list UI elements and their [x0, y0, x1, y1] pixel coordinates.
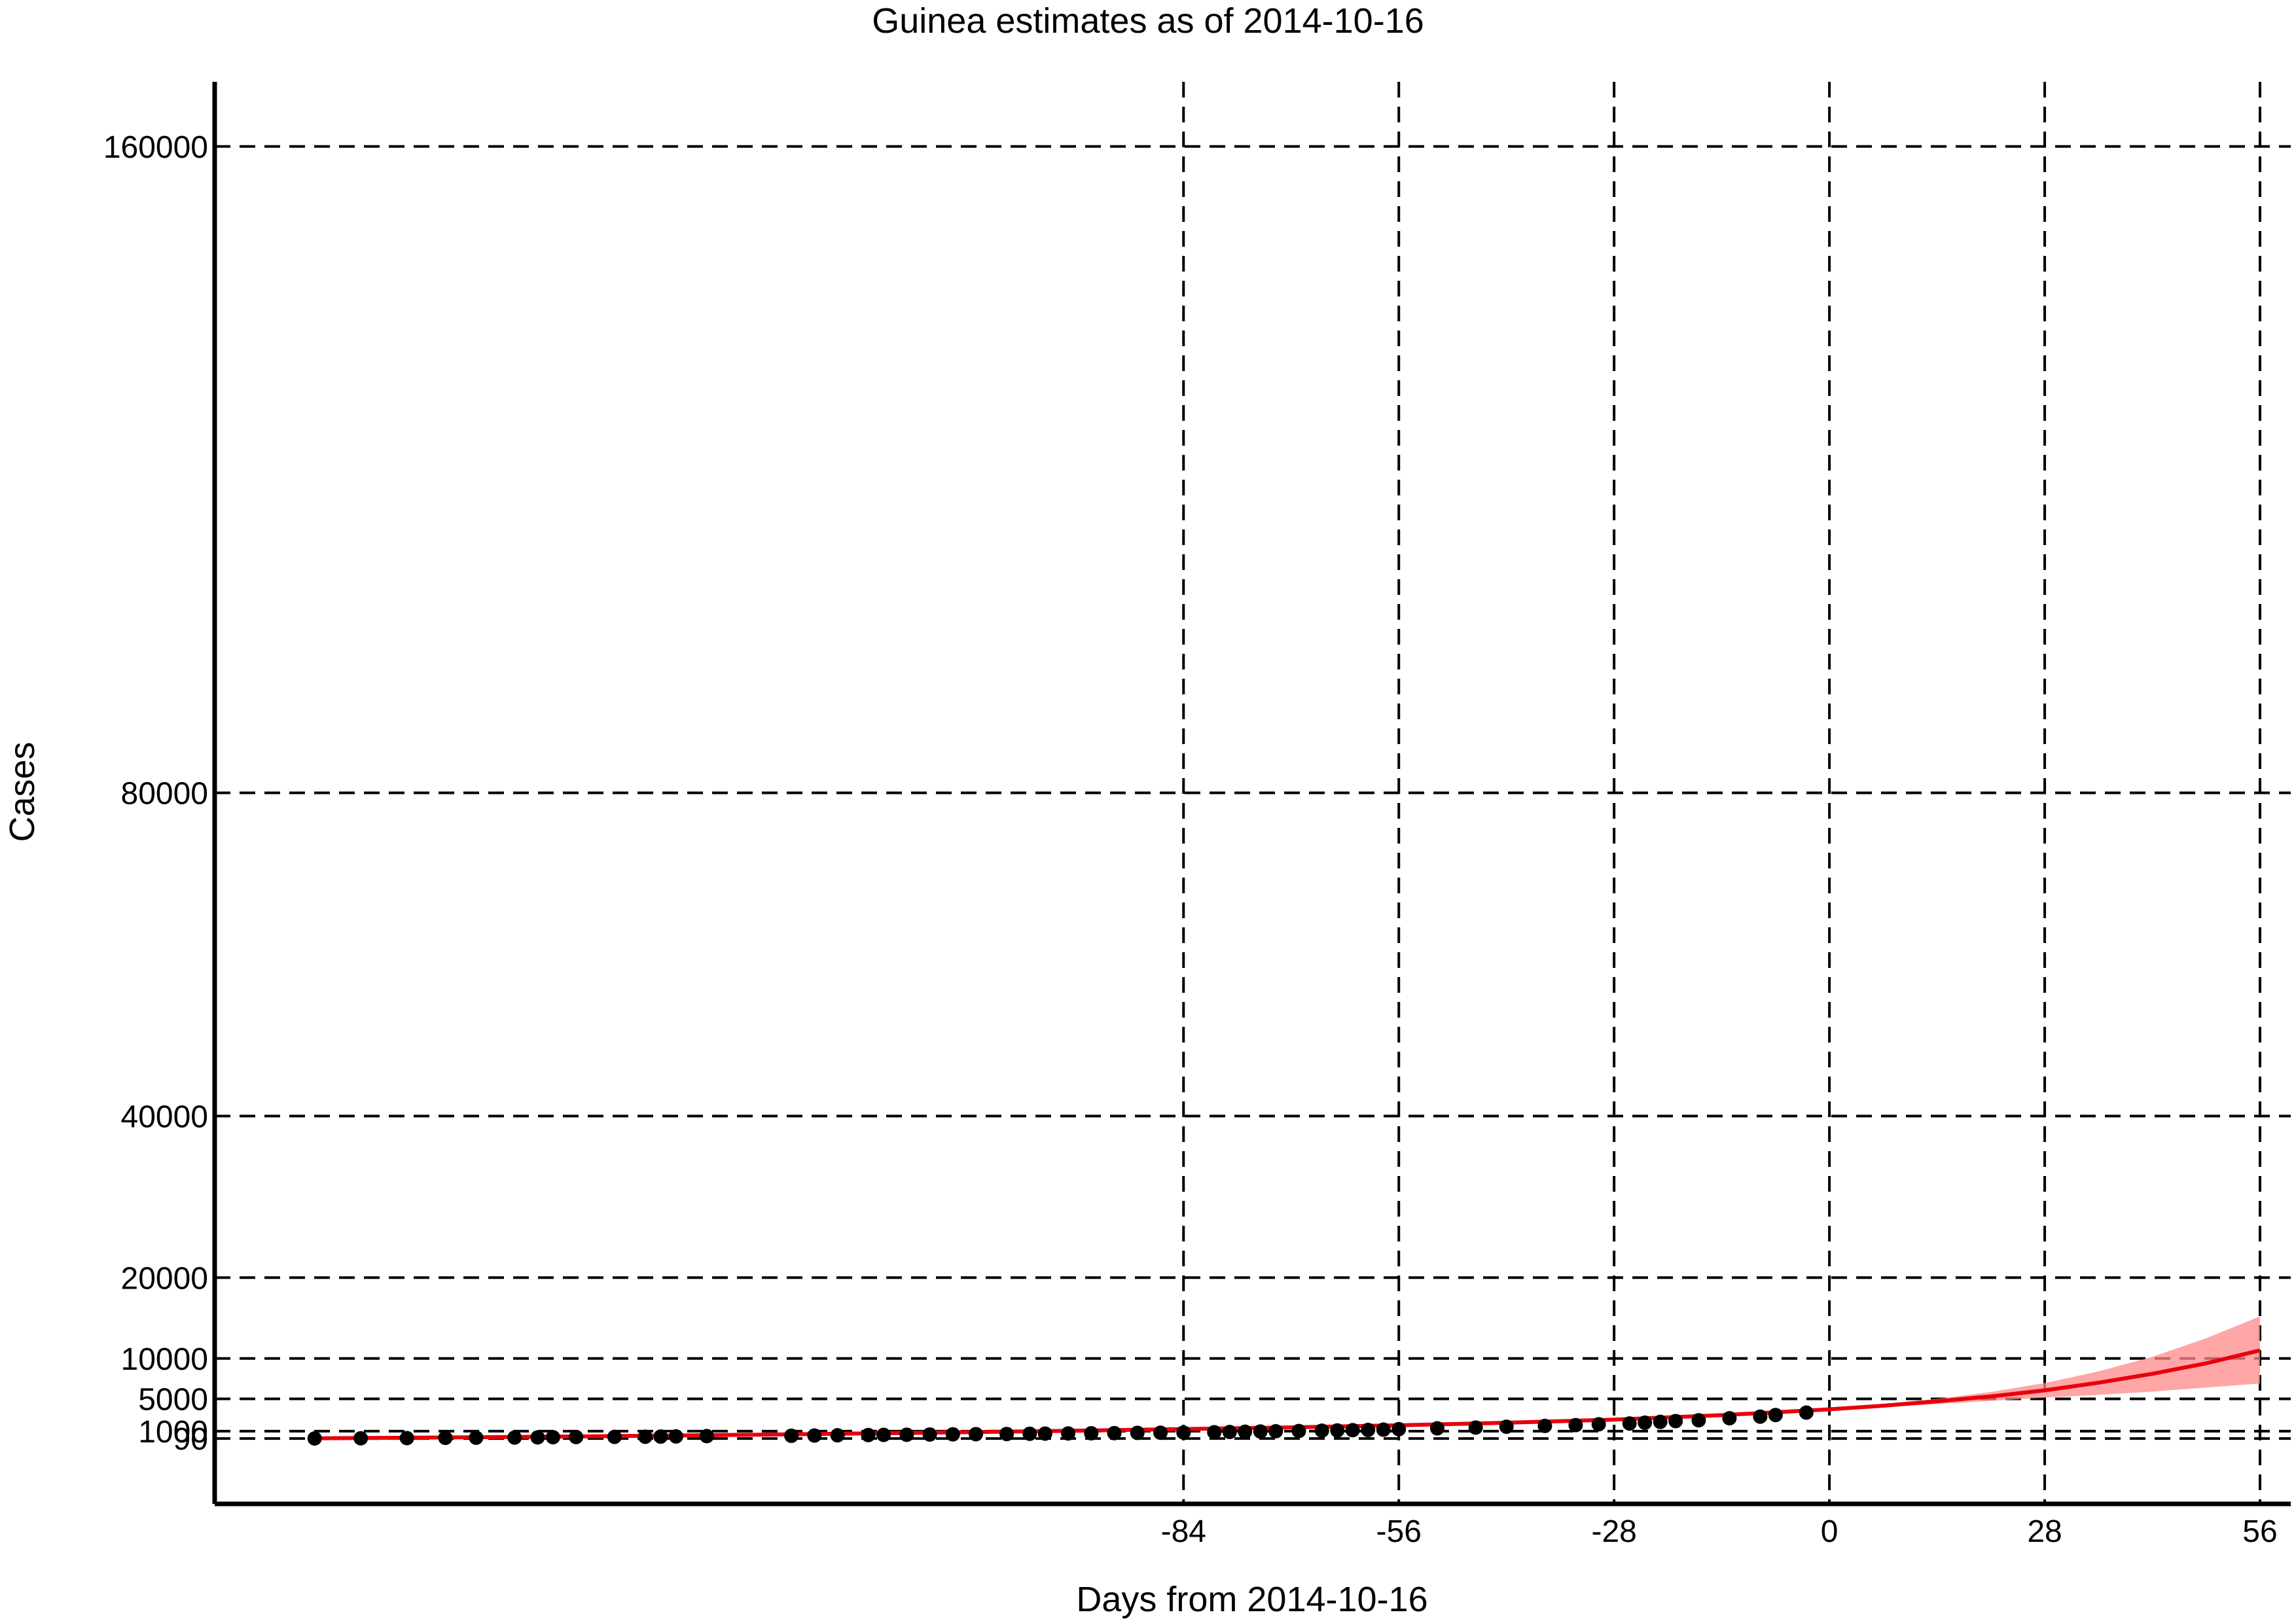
points-layer: [307, 1405, 1814, 1446]
data-point: [1668, 1414, 1683, 1429]
y-tick-label: 5000: [138, 1382, 208, 1417]
data-point: [1268, 1424, 1283, 1439]
fit-line-layer: [314, 1348, 2261, 1440]
data-point: [969, 1427, 984, 1442]
data-point: [1799, 1405, 1814, 1420]
data-point: [999, 1427, 1014, 1442]
data-point: [1176, 1425, 1191, 1440]
y-tick-label: 1000: [138, 1415, 208, 1450]
data-point: [1314, 1423, 1329, 1438]
data-point: [1638, 1415, 1653, 1430]
data-point: [899, 1427, 914, 1442]
data-point: [1722, 1411, 1737, 1426]
grid-layer: [215, 82, 2291, 1504]
data-point: [1568, 1418, 1583, 1433]
data-point: [1153, 1425, 1168, 1440]
data-point: [607, 1429, 622, 1444]
confidence-band: [1829, 1316, 2261, 1410]
x-axis-title: Days from 2014-10-16: [1076, 1580, 1427, 1619]
data-point: [653, 1429, 668, 1444]
data-point: [1037, 1426, 1052, 1441]
data-point: [1391, 1421, 1407, 1436]
data-point: [1330, 1423, 1345, 1438]
data-point: [922, 1427, 937, 1442]
data-point: [1768, 1408, 1783, 1423]
data-point: [876, 1427, 891, 1442]
x-tick-label: 28: [2027, 1514, 2062, 1549]
data-point: [807, 1428, 822, 1443]
x-tick-label: -84: [1161, 1514, 1206, 1549]
x-tick-label: -56: [1376, 1514, 1422, 1549]
y-tick-label: 80000: [121, 777, 208, 812]
data-point: [1130, 1425, 1145, 1440]
axes-layer: [212, 82, 2291, 1507]
data-point: [1253, 1424, 1268, 1439]
data-point: [1061, 1426, 1076, 1441]
data-point: [1691, 1413, 1706, 1428]
data-point: [1022, 1426, 1037, 1441]
data-point: [1622, 1416, 1637, 1431]
data-point: [1222, 1425, 1237, 1440]
data-point: [1591, 1417, 1606, 1432]
chart-title: Guinea estimates as of 2014-10-16: [872, 1, 1424, 41]
x-tick-label: 56: [2242, 1514, 2277, 1549]
data-point: [1429, 1421, 1444, 1436]
data-point: [1207, 1425, 1222, 1440]
y-tick-label: 40000: [121, 1099, 208, 1134]
data-point: [569, 1429, 584, 1444]
data-point: [784, 1428, 799, 1443]
data-point: [1345, 1423, 1360, 1438]
data-point: [507, 1430, 522, 1445]
data-point: [1107, 1425, 1122, 1440]
data-point: [1537, 1418, 1552, 1433]
data-point: [545, 1430, 560, 1445]
data-point: [1753, 1409, 1768, 1424]
data-point: [830, 1428, 845, 1443]
data-point: [1084, 1426, 1099, 1441]
y-axis-title: Cases: [3, 741, 42, 842]
data-point: [699, 1429, 714, 1444]
data-point: [1238, 1424, 1253, 1439]
data-point: [438, 1431, 453, 1446]
ci-band-layer: [1829, 1316, 2261, 1410]
data-point: [637, 1429, 653, 1444]
x-tick-label: 0: [1821, 1514, 1839, 1549]
data-point: [353, 1431, 368, 1446]
data-point: [1653, 1414, 1668, 1429]
data-point: [668, 1429, 683, 1444]
x-tick-label: -28: [1591, 1514, 1636, 1549]
data-point: [399, 1431, 414, 1446]
y-tick-label: 90: [173, 1422, 208, 1457]
data-point: [469, 1430, 484, 1445]
data-point: [1291, 1423, 1306, 1438]
y-tick-label: 10000: [121, 1342, 208, 1377]
fit-line: [314, 1348, 2261, 1440]
data-point: [530, 1430, 545, 1445]
data-point: [307, 1431, 322, 1446]
data-point: [1499, 1419, 1514, 1435]
data-point: [1468, 1420, 1483, 1435]
data-point: [1376, 1422, 1391, 1437]
data-point: [1361, 1423, 1376, 1438]
y-tick-label: 20000: [121, 1261, 208, 1296]
data-point: [861, 1427, 876, 1442]
data-point: [945, 1427, 960, 1442]
y-tick-label: 160000: [103, 130, 208, 165]
